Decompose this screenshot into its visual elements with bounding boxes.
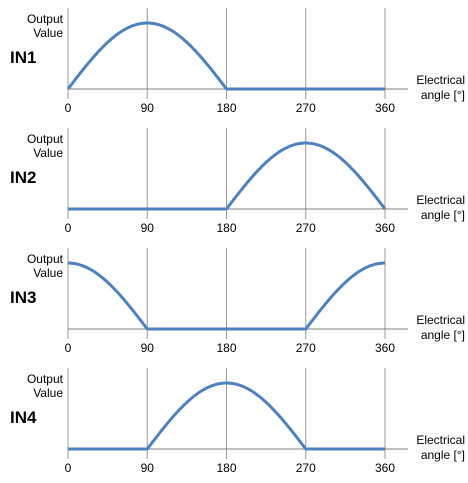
y-axis-label: Output (27, 12, 64, 26)
y-axis-label: Value (33, 146, 63, 160)
x-tick-label: 0 (65, 101, 72, 115)
series-line (68, 141, 387, 211)
x-tick-label: 0 (65, 461, 72, 475)
x-axis-label: Electrical (416, 73, 465, 87)
y-axis-label: Value (33, 266, 63, 280)
x-tick-label: 0 (65, 221, 72, 235)
x-tick-label: 270 (296, 221, 316, 235)
x-axis-label: Electrical (416, 313, 465, 327)
x-tick-label: 180 (216, 341, 236, 355)
y-axis-label: Output (27, 132, 64, 146)
x-tick-label: 90 (141, 221, 155, 235)
x-tick-label: 270 (296, 461, 316, 475)
x-axis-label: Electrical (416, 433, 465, 447)
x-tick-label: 90 (141, 461, 155, 475)
x-axis-label: Electrical (416, 193, 465, 207)
x-tick-label: 180 (216, 221, 236, 235)
x-tick-label: 90 (141, 101, 155, 115)
x-tick-label: 90 (141, 341, 155, 355)
x-tick-label: 270 (296, 101, 316, 115)
row-label: IN3 (10, 288, 36, 307)
y-axis-label: Output (27, 252, 64, 266)
row-label: IN2 (10, 168, 36, 187)
x-tick-label: 0 (65, 341, 72, 355)
x-tick-label: 360 (375, 341, 395, 355)
row-label: IN1 (10, 48, 36, 67)
x-axis-label: angle [°] (421, 208, 465, 222)
series-line (66, 21, 385, 91)
y-axis-label: Value (33, 26, 63, 40)
x-tick-label: 360 (375, 461, 395, 475)
x-tick-label: 180 (216, 101, 236, 115)
y-axis-label: Value (33, 386, 63, 400)
y-axis-label: Output (27, 372, 64, 386)
row-label: IN4 (10, 408, 37, 427)
x-axis-label: angle [°] (421, 448, 465, 462)
x-axis-label: angle [°] (421, 328, 465, 342)
x-axis-label: angle [°] (421, 88, 465, 102)
x-tick-label: 360 (375, 221, 395, 235)
x-tick-label: 270 (296, 341, 316, 355)
x-tick-label: 180 (216, 461, 236, 475)
x-tick-label: 360 (375, 101, 395, 115)
series-line (68, 381, 385, 451)
series-line (68, 261, 385, 331)
